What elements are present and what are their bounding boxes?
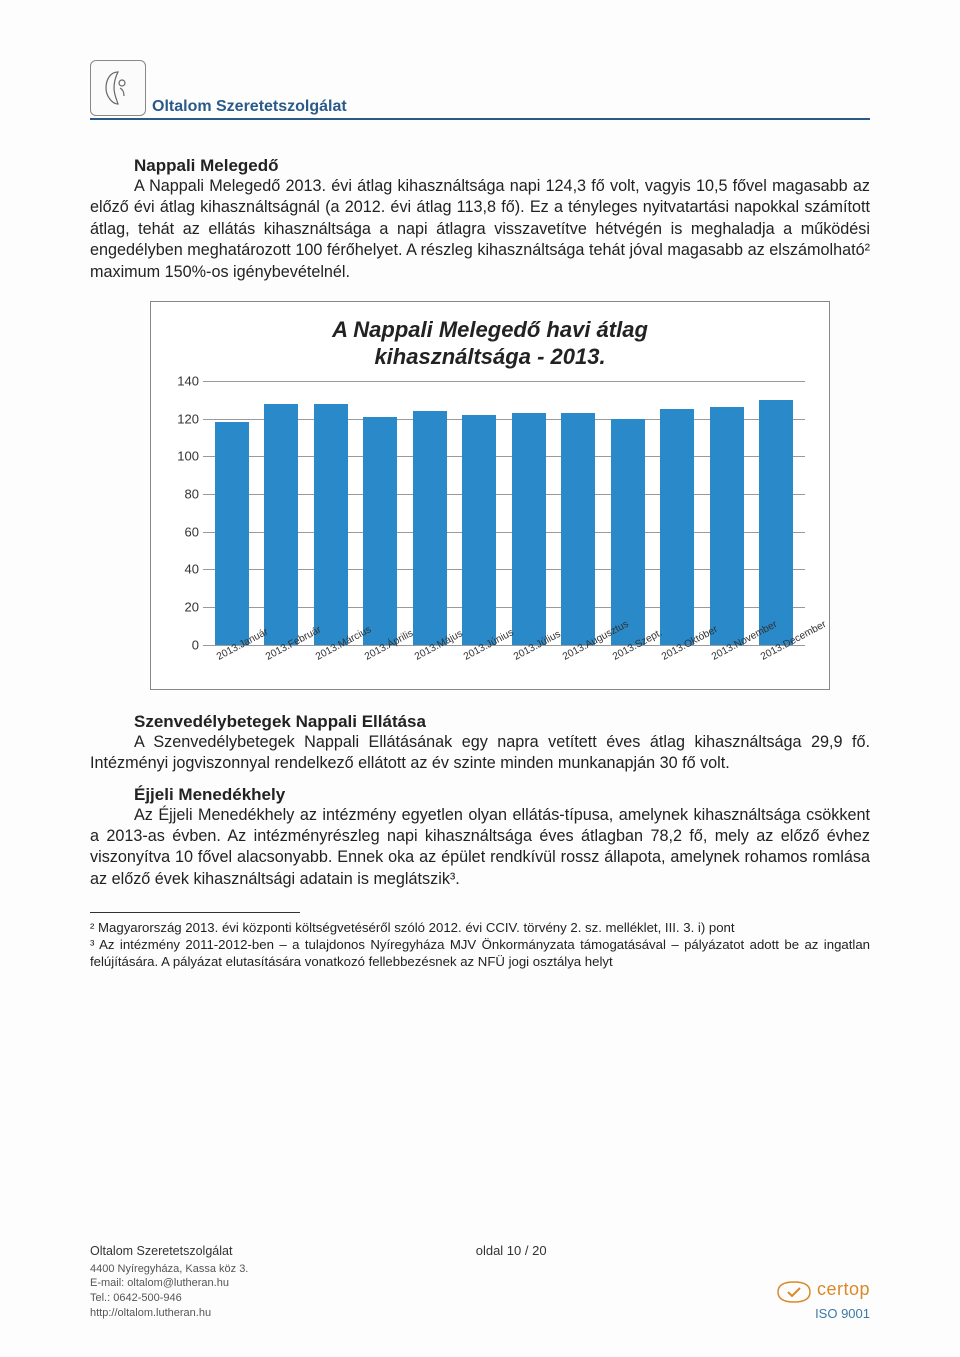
y-axis-label: 120 xyxy=(169,411,199,426)
chart-bar xyxy=(314,404,348,645)
section3-title: Éjjeli Menedékhely xyxy=(134,785,870,805)
section-szenvedely: Szenvedélybetegek Nappali Ellátása A Sze… xyxy=(90,712,870,775)
section-nappali: Nappali Melegedő A Nappali Melegedő 2013… xyxy=(90,156,870,283)
section-ejjeli: Éjjeli Menedékhely Az Éjjeli Menedékhely… xyxy=(90,785,870,891)
section1-title: Nappali Melegedő xyxy=(134,156,870,176)
chart-bar xyxy=(512,413,546,645)
y-axis-label: 0 xyxy=(169,637,199,652)
footer-url: http://oltalom.lutheran.hu xyxy=(90,1306,248,1321)
footnote-2: ² Magyarország 2013. évi központi költsé… xyxy=(90,919,870,936)
section2-title: Szenvedélybetegek Nappali Ellátása xyxy=(134,712,870,732)
section1-body: A Nappali Melegedő 2013. évi átlag kihas… xyxy=(90,176,870,283)
footer-tel: Tel.: 0642-500-946 xyxy=(90,1291,248,1306)
certop-badge: certop ISO 9001 xyxy=(774,1278,870,1321)
chart-bar xyxy=(462,415,496,645)
chart-bar xyxy=(264,404,298,645)
certop-iso: ISO 9001 xyxy=(774,1306,870,1321)
chart-bar xyxy=(413,411,447,645)
chart-title-line1: A Nappali Melegedő havi átlag xyxy=(332,317,648,342)
chart-container: A Nappali Melegedő havi átlag kihasznált… xyxy=(150,301,830,690)
page-footer: Oltalom Szeretetszolgálat 4400 Nyíregyhá… xyxy=(90,1243,870,1321)
chart-bar xyxy=(215,422,249,645)
section2-body: A Szenvedélybetegek Nappali Ellátásának … xyxy=(90,732,870,775)
document-page: Oltalom Szeretetszolgálat Nappali Melege… xyxy=(0,0,960,1357)
org-logo xyxy=(90,60,146,116)
footer-org: Oltalom Szeretetszolgálat xyxy=(90,1243,248,1260)
y-axis-label: 80 xyxy=(169,487,199,502)
footer-email: E-mail: oltalom@lutheran.hu xyxy=(90,1276,248,1291)
y-axis-label: 140 xyxy=(169,373,199,388)
chart-bar xyxy=(710,407,744,645)
page-number: oldal 10 / 20 xyxy=(476,1243,547,1258)
chart-bar xyxy=(363,417,397,645)
chart-title: A Nappali Melegedő havi átlag kihasznált… xyxy=(169,316,811,371)
y-axis-label: 60 xyxy=(169,524,199,539)
footer-addr: 4400 Nyíregyháza, Kassa köz 3. xyxy=(90,1262,248,1277)
chart-bars xyxy=(203,381,805,645)
chart-xaxis: 2013.Január2013.Február2013.Március2013.… xyxy=(203,645,805,681)
chart-bar xyxy=(660,409,694,645)
chart-bar xyxy=(561,413,595,645)
footnote-separator xyxy=(90,912,300,913)
chart-area: 020406080100120140 2013.Január2013.Febru… xyxy=(203,381,805,681)
footer-contact: Oltalom Szeretetszolgálat 4400 Nyíregyhá… xyxy=(90,1243,248,1321)
y-axis-label: 100 xyxy=(169,449,199,464)
y-axis-label: 40 xyxy=(169,562,199,577)
section3-body: Az Éjjeli Menedékhely az intézmény egyet… xyxy=(90,805,870,891)
certop-text: certop xyxy=(817,1279,870,1299)
chart-bar xyxy=(611,419,645,645)
chart-bar xyxy=(759,400,793,645)
page-header: Oltalom Szeretetszolgálat xyxy=(90,60,870,120)
footnote-3: ³ Az intézmény 2011-2012-ben – a tulajdo… xyxy=(90,936,870,970)
chart-title-line2: kihasználtsága - 2013. xyxy=(374,344,605,369)
header-org-name: Oltalom Szeretetszolgálat xyxy=(152,98,347,116)
y-axis-label: 20 xyxy=(169,600,199,615)
